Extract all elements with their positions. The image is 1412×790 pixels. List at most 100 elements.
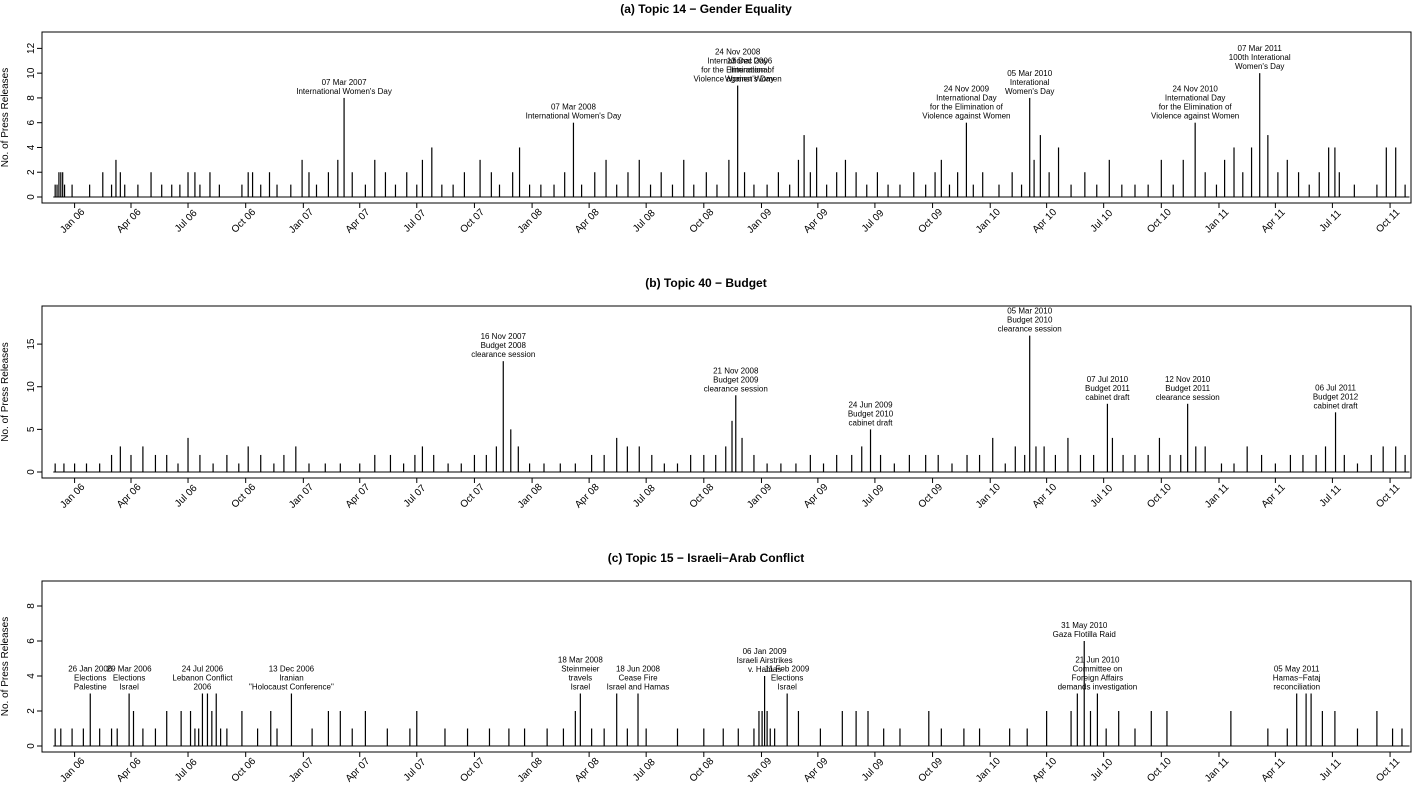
x-tick-label-3-Oct-08: Oct 08 [688,756,717,785]
x-tick-label-1-Oct-08: Oct 08 [688,207,717,236]
annotation-2-1-line-2: clearance session [704,384,768,393]
x-tick-label-2-Oct-07: Oct 07 [458,482,487,511]
x-tick-label-1-Apr-08: Apr 08 [573,207,602,236]
annotation-2-4-line-0: 07 Jul 2010 [1087,375,1129,384]
annotation-2-3-line-0: 05 Mar 2010 [1007,307,1052,316]
x-tick-label-1-Jan-07: Jan 07 [287,206,316,235]
x-tick-label-1-Jul-11: Jul 11 [1318,208,1344,234]
x-tick-label-3-Apr-06: Apr 06 [115,756,144,785]
annotation-3-10-line-1: Hamas−Fataj [1273,674,1321,683]
y-tick-label-1-12: 12 [26,42,37,54]
annotation-1-0-line-1: International Women's Day [296,87,392,96]
x-tick-label-3-Oct-09: Oct 09 [916,756,945,785]
x-tick-label-1-Apr-07: Apr 07 [344,207,373,236]
x-tick-label-3-Oct-11: Oct 11 [1374,756,1402,784]
x-tick-label-3-Jan-11: Jan 11 [1203,756,1232,785]
y-tick-label-2-15: 15 [26,338,37,350]
annotation-2-6-line-0: 06 Jul 2011 [1315,383,1356,392]
annotation-3-8-line-0: 31 May 2010 [1061,621,1108,630]
chart-title-3: (c) Topic 15 − Israeli−Arab Conflict [608,551,805,565]
annotation-3-6-line-0: 06 Jan 2009 [743,647,788,656]
x-tick-label-2-Oct-10: Oct 10 [1145,482,1174,511]
annotation-3-2-line-2: 2006 [194,683,212,692]
y-axis-label-2: No. of Press Releases [0,342,11,442]
y-tick-label-3-4: 4 [26,673,37,679]
x-tick-label-3-Apr-08: Apr 08 [573,756,602,785]
x-tick-label-1-Jan-09: Jan 09 [745,206,774,235]
x-tick-label-1-Jul-10: Jul 10 [1089,208,1116,235]
annotation-2-5-line-1: Budget 2011 [1165,384,1210,393]
annotation-3-1-line-2: Israel [119,683,139,692]
x-tick-label-1-Oct-10: Oct 10 [1145,207,1174,236]
annotation-3-2-line-1: Lebanon Conflict [172,674,233,683]
y-tick-label-1-4: 4 [26,144,37,150]
y-tick-label-2-0: 0 [26,469,37,475]
x-tick-label-3-Jan-10: Jan 10 [974,755,1003,784]
annotation-1-4-line-0: 24 Nov 2009 [944,85,990,94]
annotation-2-6-line-2: cabinet draft [1314,401,1359,410]
x-tick-label-2-Jan-09: Jan 09 [745,481,774,510]
annotation-3-9-line-2: Foreign Affairs [1072,674,1123,683]
annotation-3-1-line-0: 29 Mar 2006 [107,665,152,674]
annotation-1-2-line-0: 24 Nov 2008 [715,48,761,57]
y-tick-label-1-10: 10 [26,67,37,79]
annotation-2-5-line-2: clearance session [1156,393,1220,402]
annotation-2-3-line-1: Budget 2010 [1007,316,1053,325]
x-tick-label-2-Jul-09: Jul 09 [860,483,887,510]
annotation-1-6-line-3: Violence against Women [1151,112,1239,121]
y-axis-label-3: No. of Press Releases [0,617,11,717]
annotation-3-6-line-2: v. Hamas [748,665,781,674]
annotation-3-3-line-2: "Holocaust Conference" [249,683,334,692]
annotation-3-7-line-0: 11 Feb 2009 [765,665,810,674]
x-tick-label-1-Oct-11: Oct 11 [1374,207,1402,235]
x-tick-label-3-Jul-06: Jul 06 [173,757,200,784]
x-tick-label-3-Jan-09: Jan 09 [745,755,774,784]
x-tick-label-1-Jan-08: Jan 08 [516,206,545,235]
annotation-3-5-line-2: Israel and Hamas [607,683,670,692]
x-tick-label-2-Jan-10: Jan 10 [974,481,1003,510]
y-tick-label-3-6: 6 [26,638,37,644]
x-tick-label-2-Oct-06: Oct 06 [230,482,259,511]
annotation-3-9-line-3: demands investigation [1058,683,1138,692]
x-tick-label-3-Apr-11: Apr 11 [1260,756,1288,784]
annotation-3-3-line-0: 13 Dec 2006 [269,665,315,674]
x-tick-label-2-Jul-10: Jul 10 [1089,483,1116,510]
x-tick-label-2-Apr-07: Apr 07 [344,482,373,511]
annotation-3-4-line-1: Steinmeier [561,665,600,674]
plot-frame-2 [41,305,1412,479]
annotation-2-4-line-2: cabinet draft [1085,393,1130,402]
annotation-3-7-line-1: Elections [771,674,803,683]
annotation-3-6-line-1: Israeli Airstrikes [737,656,793,665]
x-tick-label-1-Apr-10: Apr 10 [1031,207,1060,236]
x-tick-label-2-Oct-08: Oct 08 [688,482,717,511]
x-tick-label-2-Oct-11: Oct 11 [1374,482,1402,510]
y-tick-label-3-2: 2 [26,708,37,714]
y-tick-label-2-10: 10 [26,381,37,393]
x-tick-label-3-Oct-06: Oct 06 [230,756,259,785]
annotation-3-9-line-0: 21 Jun 2010 [1075,656,1120,665]
annotation-2-0-line-0: 16 Nov 2007 [481,332,527,341]
y-tick-label-3-8: 8 [26,603,37,609]
x-tick-label-3-Jan-06: Jan 06 [58,755,87,784]
x-tick-label-2-Jul-06: Jul 06 [173,483,200,510]
annotation-3-0-line-2: Palestine [74,683,107,692]
x-tick-label-3-Jul-11: Jul 11 [1318,757,1344,783]
x-tick-label-1-Jul-09: Jul 09 [860,208,887,235]
annotation-1-7-line-1: 100th Interational [1229,53,1291,62]
x-tick-label-3-Apr-07: Apr 07 [344,756,373,785]
annotation-1-1-line-1: International Women's Day [526,112,622,121]
chart-title-1: (a) Topic 14 − Gender Equality [620,2,792,16]
annotation-1-7-line-0: 07 Mar 2011 [1238,44,1283,53]
annotation-1-6-line-1: International Day [1165,94,1225,103]
annotation-2-6-line-1: Budget 2012 [1313,392,1359,401]
annotation-1-3-line-2: Women's Day [725,75,774,84]
annotation-2-0-line-1: Budget 2008 [481,341,527,350]
x-tick-label-2-Apr-11: Apr 11 [1260,482,1288,510]
x-tick-label-3-Oct-07: Oct 07 [458,756,487,785]
annotation-3-1-line-1: Elections [113,674,145,683]
annotation-1-5-line-2: Women's Day [1005,87,1054,96]
x-tick-label-3-Jan-08: Jan 08 [516,755,545,784]
y-tick-label-1-8: 8 [26,95,37,101]
x-tick-label-3-Jul-09: Jul 09 [860,757,887,784]
